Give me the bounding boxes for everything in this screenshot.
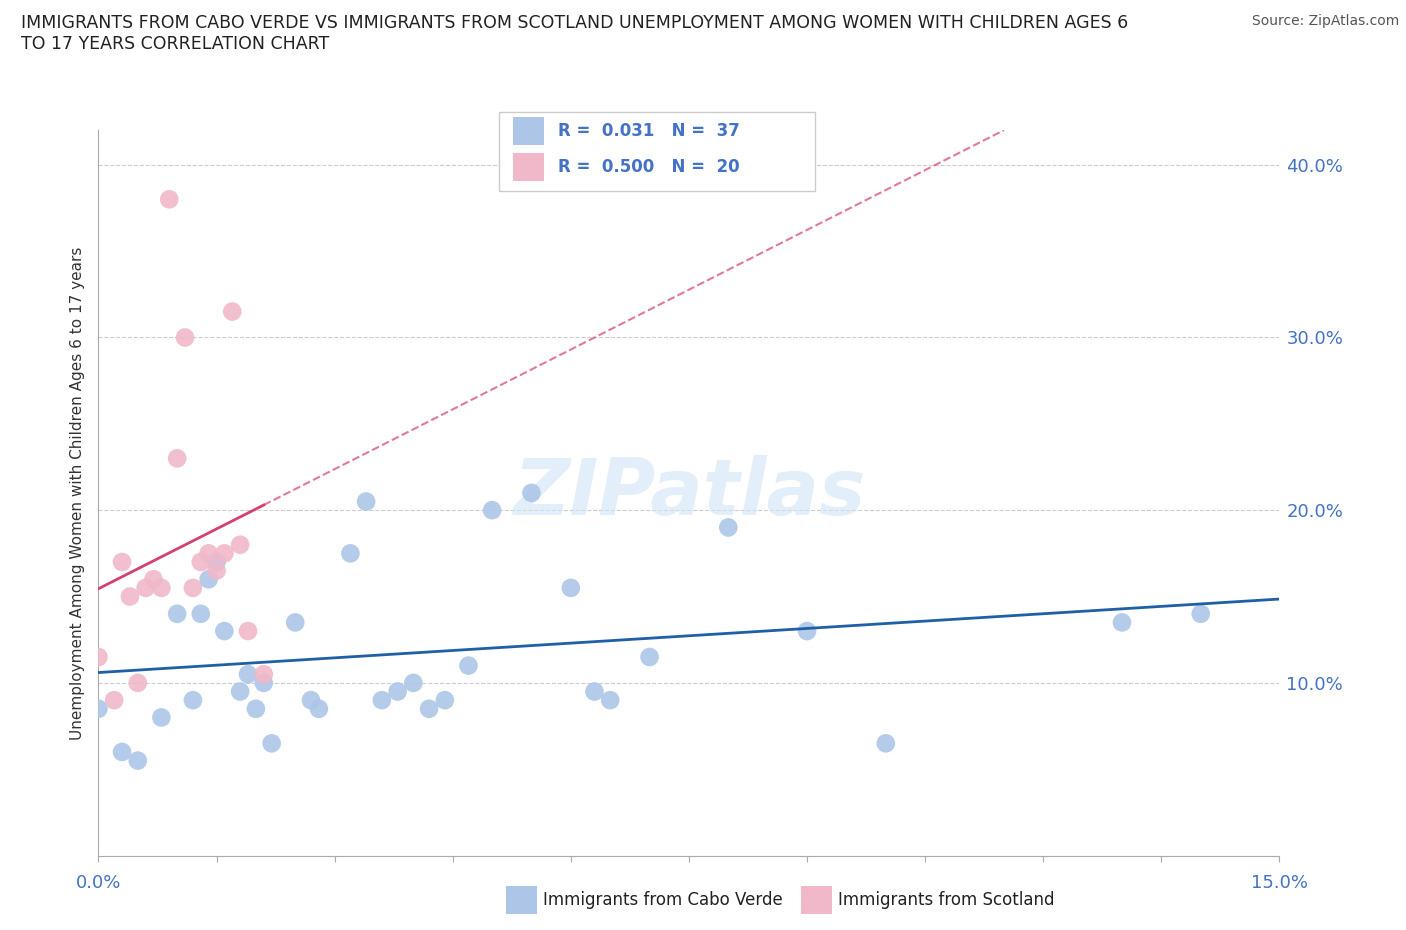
- Point: [583, 684, 606, 699]
- Point: [253, 675, 276, 690]
- Point: [118, 589, 141, 604]
- Point: [111, 745, 134, 760]
- Point: [142, 572, 165, 587]
- Text: R =  0.500   N =  20: R = 0.500 N = 20: [558, 158, 740, 176]
- Point: [299, 693, 322, 708]
- Point: [229, 538, 252, 552]
- Point: [181, 580, 204, 595]
- Point: [181, 693, 204, 708]
- Text: ZIPatlas: ZIPatlas: [513, 455, 865, 531]
- Text: 15.0%: 15.0%: [1251, 874, 1308, 892]
- Text: Immigrants from Cabo Verde: Immigrants from Cabo Verde: [543, 891, 783, 910]
- Point: [190, 606, 212, 621]
- Text: IMMIGRANTS FROM CABO VERDE VS IMMIGRANTS FROM SCOTLAND UNEMPLOYMENT AMONG WOMEN : IMMIGRANTS FROM CABO VERDE VS IMMIGRANTS…: [21, 14, 1129, 53]
- Point: [339, 546, 361, 561]
- Point: [127, 675, 149, 690]
- Text: Source: ZipAtlas.com: Source: ZipAtlas.com: [1251, 14, 1399, 28]
- Point: [157, 192, 180, 206]
- Point: [284, 615, 307, 630]
- Point: [214, 546, 236, 561]
- Point: [197, 546, 219, 561]
- Point: [214, 624, 236, 639]
- Point: [127, 753, 149, 768]
- Point: [599, 693, 621, 708]
- Text: R =  0.031   N =  37: R = 0.031 N = 37: [558, 122, 740, 140]
- Point: [174, 330, 197, 345]
- Point: [402, 675, 425, 690]
- Point: [111, 554, 134, 569]
- Point: [457, 658, 479, 673]
- Point: [520, 485, 543, 500]
- Point: [205, 554, 228, 569]
- Point: [354, 494, 377, 509]
- Point: [150, 580, 173, 595]
- Point: [481, 503, 503, 518]
- Point: [875, 736, 897, 751]
- Point: [190, 554, 212, 569]
- Point: [1189, 606, 1212, 621]
- Point: [197, 572, 219, 587]
- Point: [371, 693, 394, 708]
- Point: [221, 304, 243, 319]
- Point: [87, 649, 110, 664]
- Point: [796, 624, 818, 639]
- Point: [260, 736, 283, 751]
- Point: [418, 701, 440, 716]
- Point: [560, 580, 582, 595]
- Point: [1111, 615, 1133, 630]
- Point: [103, 693, 125, 708]
- Point: [229, 684, 252, 699]
- Point: [387, 684, 409, 699]
- Point: [166, 606, 188, 621]
- Y-axis label: Unemployment Among Women with Children Ages 6 to 17 years: Unemployment Among Women with Children A…: [69, 246, 84, 739]
- Text: Immigrants from Scotland: Immigrants from Scotland: [838, 891, 1054, 910]
- Text: 0.0%: 0.0%: [76, 874, 121, 892]
- Point: [236, 624, 259, 639]
- Point: [245, 701, 267, 716]
- Point: [433, 693, 456, 708]
- Point: [253, 667, 276, 682]
- Point: [717, 520, 740, 535]
- Point: [308, 701, 330, 716]
- Point: [236, 667, 259, 682]
- Point: [87, 701, 110, 716]
- Point: [638, 649, 661, 664]
- Point: [166, 451, 188, 466]
- Point: [205, 564, 228, 578]
- Point: [135, 580, 157, 595]
- Point: [150, 710, 173, 724]
